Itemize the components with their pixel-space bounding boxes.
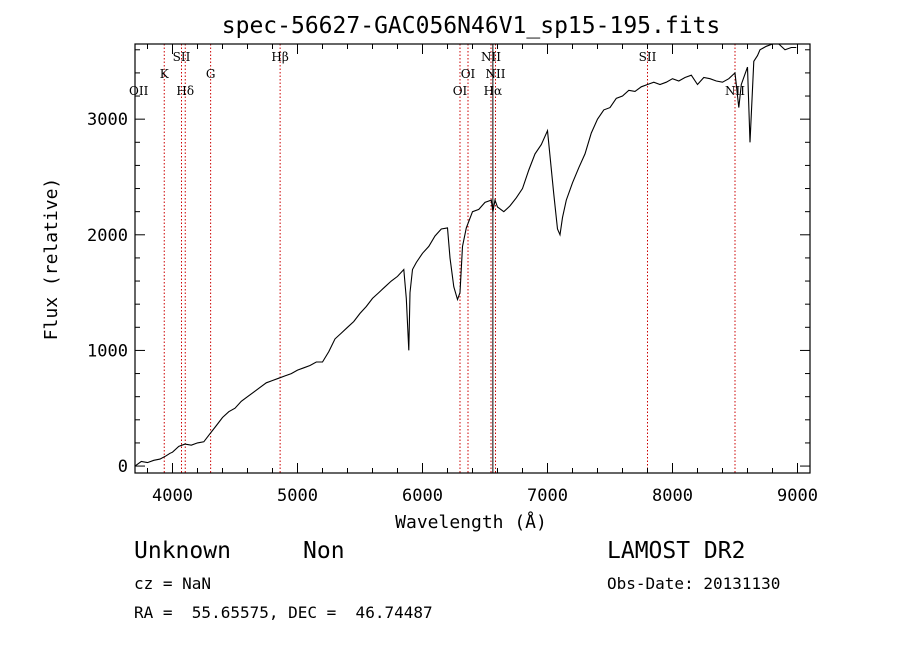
line-label-8: Hα [484,84,503,98]
line-label-9: NII [486,67,506,81]
emission-lines [163,44,736,473]
spectrum-line [134,43,797,467]
x-tick-label: 8000 [652,486,693,506]
line-label-5: OI [453,84,468,98]
x-tick-label: 4000 [152,486,193,506]
redshift-cz: cz = NaN [134,574,212,593]
ra-dec: RA = 55.65575, DEC = 46.74487 [134,603,433,622]
x-axis-label: Wavelength (Å) [395,511,547,533]
y-tick-label: 2000 [87,226,128,246]
y-tick-label: 3000 [87,110,128,130]
line-label-10: SII [639,50,657,64]
line-label-1: SII [173,50,191,64]
line-label-11: NII [725,84,745,98]
y-axis-label: Flux (relative) [41,178,62,341]
obs-date: Obs-Date: 20131130 [607,574,781,593]
object-class: Unknown [134,538,231,564]
line-label-2: Hδ [176,84,194,98]
x-tick-label: 5000 [277,486,318,506]
edge-label-0: OII [129,84,149,98]
line-label-6: OI [461,67,476,81]
y-tick-label: 0 [118,457,128,477]
line-label-4: Hβ [271,50,288,64]
plot-frame [134,43,811,474]
line-label-7: NII [481,50,501,64]
y-tick-label: 1000 [87,341,128,361]
x-tick-label: 9000 [777,486,818,506]
plot-axes: 4000 5000 6000 7000 8000 9000 0 1000 2000 3000 [87,43,818,506]
survey-name: LAMOST DR2 [607,538,746,564]
x-tick-label: 6000 [402,486,443,506]
line-label-3: G [206,67,216,81]
chart-title: spec-56627-GAC056N46V1_sp15-195.fits [222,13,721,39]
x-tick-label: 7000 [527,486,568,506]
line-label-0: K [160,67,170,81]
object-subclass: Non [303,538,345,564]
